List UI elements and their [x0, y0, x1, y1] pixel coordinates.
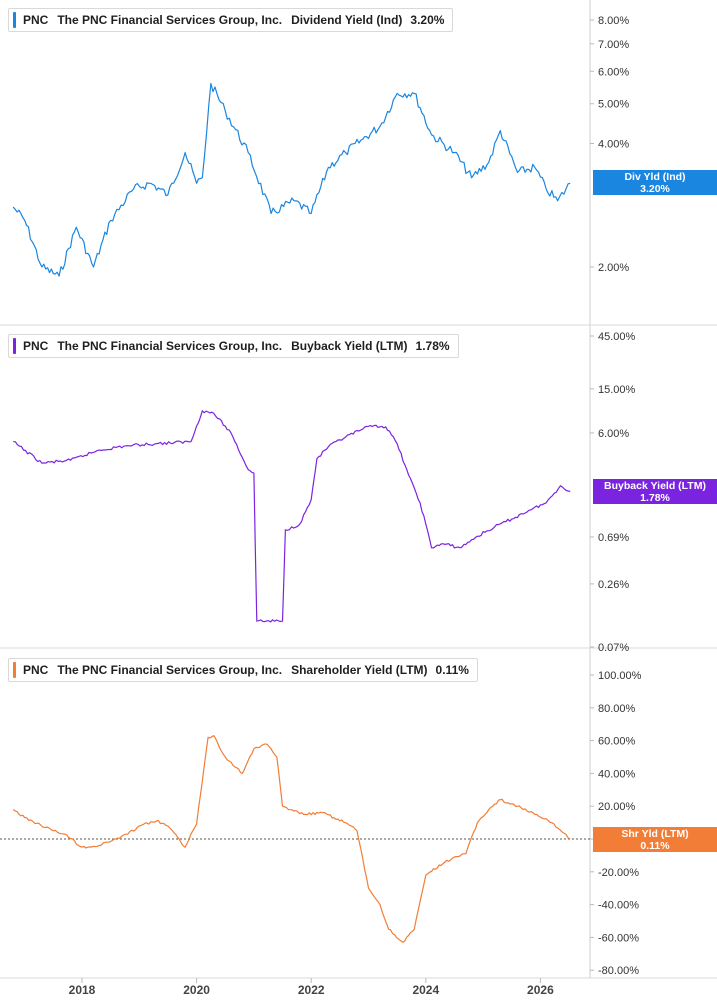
- y-tick-label: 0.26%: [598, 579, 629, 591]
- current-value: 0.11%: [435, 663, 469, 677]
- company-label: The PNC Financial Services Group, Inc.: [57, 13, 283, 27]
- y-tick-label: 4.00%: [598, 139, 629, 151]
- div-yield-tag: Div Yld (Ind) 3.20%: [593, 170, 717, 195]
- series-line: [12, 82, 571, 277]
- x-tick-label: 2026: [527, 983, 554, 997]
- y-tick-label: 8.00%: [598, 15, 629, 27]
- x-tick-label: 2024: [412, 983, 439, 997]
- series-swatch: [13, 338, 16, 354]
- tag-label: Div Yld (Ind): [624, 171, 686, 183]
- shareholder-yield-tag: Shr Yld (LTM) 0.11%: [593, 827, 717, 852]
- company-label: The PNC Financial Services Group, Inc.: [57, 339, 283, 353]
- x-tick-label: 2022: [298, 983, 325, 997]
- y-tick-label: 40.00%: [598, 768, 636, 780]
- panel3-legend: PNC The PNC Financial Services Group, In…: [8, 658, 478, 682]
- y-tick-label: 7.00%: [598, 39, 629, 51]
- y-tick-label: -60.00%: [598, 932, 639, 944]
- x-tick-label: 2020: [183, 983, 210, 997]
- x-tick-label: 2018: [69, 983, 96, 997]
- y-tick-label: 6.00%: [598, 66, 629, 78]
- metric-label: Buyback Yield (LTM): [291, 339, 408, 353]
- y-tick-label: 15.00%: [598, 384, 636, 396]
- y-tick-label: 0.69%: [598, 532, 629, 544]
- y-tick-label: 0.07%: [598, 642, 629, 654]
- series-swatch: [13, 12, 16, 28]
- ticker-label: PNC: [23, 663, 49, 677]
- tag-label: Buyback Yield (LTM): [604, 480, 706, 492]
- y-tick-label: -40.00%: [598, 900, 639, 912]
- metric-label: Shareholder Yield (LTM): [291, 663, 428, 677]
- y-tick-label: 45.00%: [598, 331, 636, 343]
- y-tick-label: 100.00%: [598, 670, 642, 682]
- tag-label: Shr Yld (LTM): [621, 828, 689, 840]
- y-tick-label: -80.00%: [598, 965, 639, 977]
- y-tick-label: 6.00%: [598, 428, 629, 440]
- y-tick-label: 2.00%: [598, 262, 629, 274]
- metric-label: Dividend Yield (Ind): [291, 13, 403, 27]
- y-tick-label: 5.00%: [598, 99, 629, 111]
- current-value: 1.78%: [415, 339, 450, 353]
- y-tick-label: -20.00%: [598, 867, 639, 879]
- panel1-legend: PNC The PNC Financial Services Group, In…: [8, 8, 454, 32]
- ticker-label: PNC: [23, 13, 49, 27]
- y-tick-label: 60.00%: [598, 736, 636, 748]
- tag-value: 0.11%: [640, 840, 670, 852]
- tag-value: 1.78%: [640, 492, 670, 504]
- series-line: [12, 735, 571, 943]
- buyback-yield-tag: Buyback Yield (LTM) 1.78%: [593, 479, 717, 504]
- company-label: The PNC Financial Services Group, Inc.: [57, 663, 283, 677]
- current-value: 3.20%: [410, 13, 445, 27]
- series-swatch: [13, 662, 16, 678]
- panel2-legend: PNC The PNC Financial Services Group, In…: [8, 334, 459, 358]
- ticker-label: PNC: [23, 339, 49, 353]
- tag-value: 3.20%: [640, 183, 670, 195]
- y-tick-label: 20.00%: [598, 801, 636, 813]
- y-tick-label: 80.00%: [598, 703, 636, 715]
- series-line: [13, 410, 571, 623]
